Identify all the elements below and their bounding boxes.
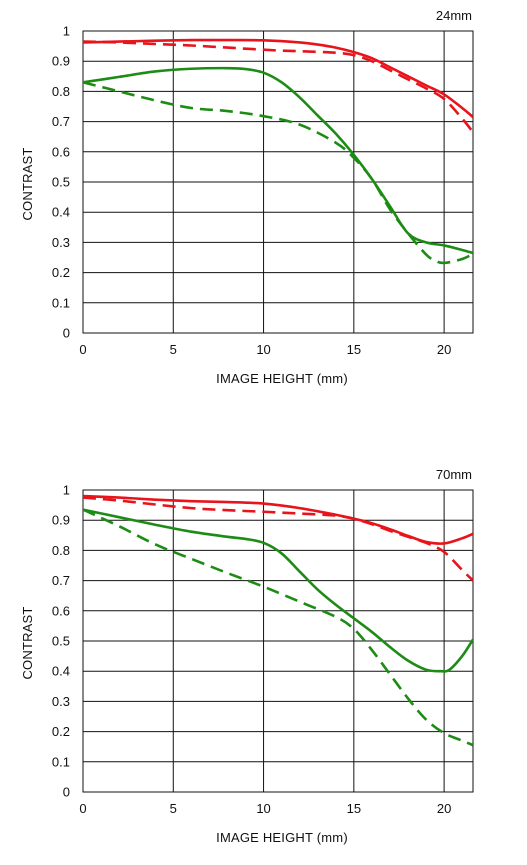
focal-length-label: 24mm — [436, 8, 472, 23]
series-line-green-solid — [83, 508, 473, 673]
y-tick-label: 0.7 — [52, 114, 70, 129]
y-tick-label: 0.1 — [52, 295, 70, 310]
y-tick-label: 0 — [63, 785, 70, 800]
chart-2: 00.10.20.30.40.50.60.70.80.910 5 10 15 20IMA… — [20, 467, 474, 845]
y-tick-label: 0.4 — [52, 205, 70, 220]
series-line-red-dashed — [83, 40, 473, 133]
y-tick-label: 0 — [63, 326, 70, 341]
series-line-green-solid — [83, 66, 473, 255]
focal-length-label: 70mm — [436, 467, 472, 482]
x-tick-label: 0 — [79, 342, 86, 357]
x-tick-label: 20 — [437, 342, 451, 357]
y-tick-label: 0.4 — [52, 664, 70, 679]
y-tick-label: 0.3 — [52, 235, 70, 250]
series-line-green-dashed — [83, 508, 473, 747]
x-tick-label: 10 — [256, 342, 270, 357]
series-line-red-solid — [83, 38, 473, 119]
chart-1: 00.10.20.30.40.50.60.70.80.910 5 10 15 20IMA… — [20, 8, 474, 386]
y-tick-label: 0.8 — [52, 543, 70, 558]
y-tick-label: 0.8 — [52, 84, 70, 99]
y-tick-label: 0.6 — [52, 603, 70, 618]
x-tick-label: 15 — [347, 342, 361, 357]
x-tick-label: 10 — [256, 801, 270, 816]
y-tick-label: 0.1 — [52, 754, 70, 769]
x-tick-label: 0 — [79, 801, 86, 816]
y-tick-label: 0.5 — [52, 175, 70, 190]
x-tick-label: 20 — [437, 801, 451, 816]
y-tick-label: 0.2 — [52, 724, 70, 739]
y-tick-label: 0.6 — [52, 144, 70, 159]
y-axis-title: CONTRAST — [20, 606, 35, 679]
y-tick-label: 0.7 — [52, 573, 70, 588]
y-tick-label: 1 — [63, 483, 70, 498]
y-tick-label: 0.3 — [52, 694, 70, 709]
y-tick-label: 0.9 — [52, 54, 70, 69]
series-line-green-dashed — [83, 81, 473, 265]
series-line-red-dashed — [83, 496, 473, 582]
x-axis-title: IMAGE HEIGHT (mm) — [216, 830, 348, 845]
y-tick-label: 1 — [63, 24, 70, 39]
x-tick-label: 5 — [170, 801, 177, 816]
y-tick-label: 0.2 — [52, 265, 70, 280]
y-axis-title: CONTRAST — [20, 147, 35, 220]
y-tick-label: 0.9 — [52, 513, 70, 528]
x-tick-label: 15 — [347, 801, 361, 816]
y-tick-label: 0.5 — [52, 634, 70, 649]
x-tick-label: 5 — [170, 342, 177, 357]
x-axis-title: IMAGE HEIGHT (mm) — [216, 371, 348, 386]
